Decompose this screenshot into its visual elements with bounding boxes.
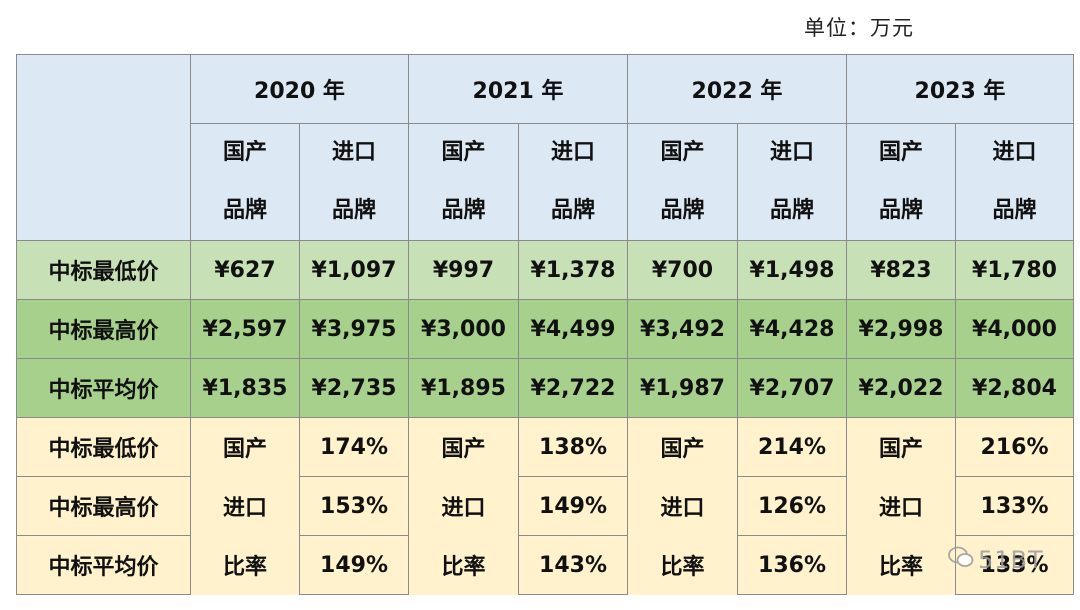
brand-header-line: 国产 xyxy=(660,140,705,165)
brand-header: 进口 品牌 xyxy=(955,123,1074,241)
brand-header-line: 进口 xyxy=(992,140,1037,165)
ratio-cell: 214% xyxy=(737,417,847,477)
price-cell: ¥4,000 xyxy=(955,299,1074,359)
row-label: 中标平均价 xyxy=(16,535,191,595)
ratio-row: 中标平均价 比率 149% 比率 143% 比率 136% 比率 133% xyxy=(16,535,1074,595)
table-row: 中标平均价 ¥1,835 ¥2,735 ¥1,895 ¥2,722 ¥1,987 ¥2,70… xyxy=(16,358,1074,418)
ratio-cell: 149% xyxy=(518,476,628,536)
wechat-icon xyxy=(948,546,974,574)
watermark: 51BT xyxy=(948,546,1044,574)
row-label: 中标最低价 xyxy=(16,240,191,300)
price-cell: ¥2,735 xyxy=(299,358,409,418)
table-row: 中标最高价 ¥2,597 ¥3,975 ¥3,000 ¥4,499 ¥3,492 ¥4,42… xyxy=(16,299,1074,359)
ratio-cell: 153% xyxy=(299,476,409,536)
year-header: 2020 年 xyxy=(190,54,409,124)
brand-header: 进口 品牌 xyxy=(737,123,847,241)
row-label: 中标最高价 xyxy=(16,476,191,536)
price-cell: ¥2,998 xyxy=(846,299,956,359)
price-cell: ¥2,022 xyxy=(846,358,956,418)
price-cell: ¥1,987 xyxy=(627,358,738,418)
brand-header: 国产 品牌 xyxy=(408,123,519,241)
brand-header-line: 品牌 xyxy=(441,198,486,223)
ratio-row: 中标最低价 国产 174% 国产 138% 国产 214% 国产 216% xyxy=(16,417,1074,477)
brand-header: 国产 品牌 xyxy=(627,123,738,241)
ratio-side-label: 比率 xyxy=(846,535,956,595)
brand-header-line: 品牌 xyxy=(550,198,595,223)
unit-label: 单位：万元 xyxy=(804,16,914,40)
year-header: 2023 年 xyxy=(846,54,1074,124)
corner-cell xyxy=(16,54,191,241)
brand-header-line: 品牌 xyxy=(769,198,814,223)
price-cell: ¥2,597 xyxy=(190,299,300,359)
price-cell: ¥700 xyxy=(627,240,738,300)
table-row: 中标最低价 ¥627 ¥1,097 ¥997 ¥1,378 ¥700 ¥1,498 ¥823 ¥… xyxy=(16,240,1074,300)
header-row-years: 2020 年 2021 年 2022 年 2023 年 xyxy=(16,54,1074,241)
row-label: 中标最低价 xyxy=(16,417,191,477)
ratio-side-label: 国产 xyxy=(190,417,300,477)
price-cell: ¥2,707 xyxy=(737,358,847,418)
price-cell: ¥627 xyxy=(190,240,300,300)
ratio-cell: 149% xyxy=(299,535,409,595)
ratio-cell: 143% xyxy=(518,535,628,595)
brand-header-line: 品牌 xyxy=(222,198,267,223)
brand-header-line: 进口 xyxy=(331,140,376,165)
price-cell: ¥3,975 xyxy=(299,299,409,359)
ratio-side-label: 比率 xyxy=(190,535,300,595)
ratio-side-label: 比率 xyxy=(408,535,519,595)
ratio-row: 中标最高价 进口 153% 进口 149% 进口 126% 进口 133% xyxy=(16,476,1074,536)
brand-header-line: 进口 xyxy=(769,140,814,165)
price-cell: ¥1,378 xyxy=(518,240,628,300)
price-cell: ¥3,000 xyxy=(408,299,519,359)
brand-header-line: 国产 xyxy=(222,140,267,165)
price-cell: ¥1,097 xyxy=(299,240,409,300)
brand-header: 进口 品牌 xyxy=(299,123,409,241)
ratio-cell: 136% xyxy=(737,535,847,595)
ratio-cell: 174% xyxy=(299,417,409,477)
price-cell: ¥1,835 xyxy=(190,358,300,418)
brand-header-line: 国产 xyxy=(878,140,923,165)
ratio-side-label: 进口 xyxy=(190,476,300,536)
brand-header-line: 品牌 xyxy=(878,198,923,223)
ratio-cell: 138% xyxy=(518,417,628,477)
price-cell: ¥1,498 xyxy=(737,240,847,300)
price-cell: ¥2,804 xyxy=(955,358,1074,418)
brand-header: 国产 品牌 xyxy=(846,123,956,241)
price-cell: ¥823 xyxy=(846,240,956,300)
ratio-cell: 133% xyxy=(955,476,1074,536)
price-cell: ¥3,492 xyxy=(627,299,738,359)
ratio-side-label: 国产 xyxy=(627,417,738,477)
ratio-side-label: 国产 xyxy=(846,417,956,477)
brand-header: 国产 品牌 xyxy=(190,123,300,241)
row-label: 中标平均价 xyxy=(16,358,191,418)
price-cell: ¥1,895 xyxy=(408,358,519,418)
price-cell: ¥4,428 xyxy=(737,299,847,359)
price-cell: ¥4,499 xyxy=(518,299,628,359)
price-cell: ¥997 xyxy=(408,240,519,300)
price-table: 2020 年 2021 年 2022 年 2023 年国产 品牌 进口 品牌 国产 品牌 进口 品牌… xyxy=(16,54,1074,595)
ratio-cell: 126% xyxy=(737,476,847,536)
brand-header-line: 品牌 xyxy=(331,198,376,223)
brand-header: 进口 品牌 xyxy=(518,123,628,241)
brand-header-line: 品牌 xyxy=(992,198,1037,223)
brand-header-line: 进口 xyxy=(550,140,595,165)
ratio-cell: 216% xyxy=(955,417,1074,477)
watermark-text: 51BT xyxy=(978,546,1044,574)
price-cell: ¥1,780 xyxy=(955,240,1074,300)
header-row-brands: 国产 品牌 进口 品牌 国产 品牌 进口 品牌 国产 品牌 进口 品牌 国产 品牌 进口 品牌 xyxy=(17,123,1074,241)
ratio-side-label: 进口 xyxy=(846,476,956,536)
brand-header-line: 品牌 xyxy=(660,198,705,223)
ratio-side-label: 比率 xyxy=(627,535,738,595)
brand-header-line: 国产 xyxy=(441,140,486,165)
row-label: 中标最高价 xyxy=(16,299,191,359)
ratio-side-label: 进口 xyxy=(627,476,738,536)
price-cell: ¥2,722 xyxy=(518,358,628,418)
ratio-side-label: 国产 xyxy=(408,417,519,477)
year-header: 2022 年 xyxy=(627,54,847,124)
ratio-cell: 133% xyxy=(955,535,1074,595)
ratio-side-label: 进口 xyxy=(408,476,519,536)
year-header: 2021 年 xyxy=(408,54,628,124)
